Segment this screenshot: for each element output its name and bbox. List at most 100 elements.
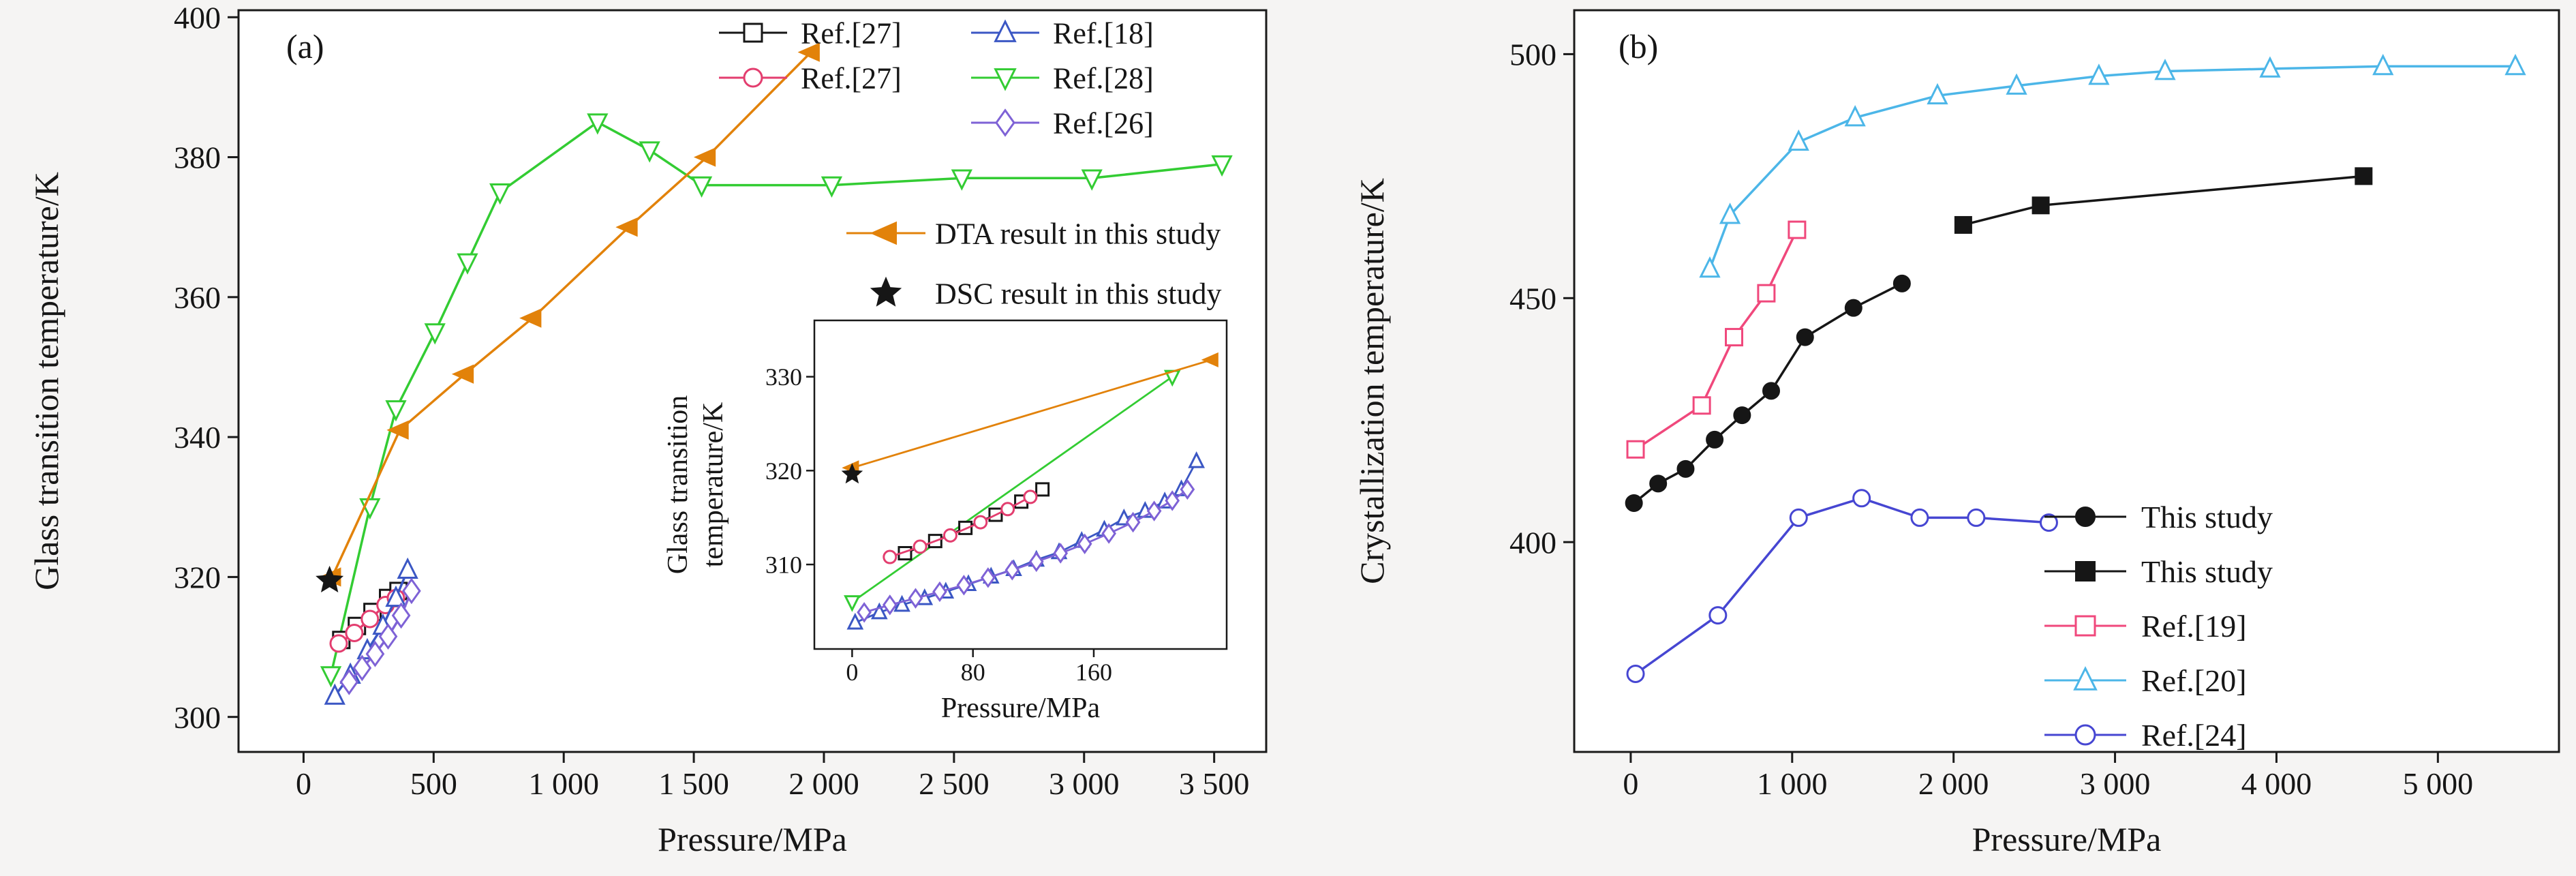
data-point <box>1626 440 1645 459</box>
data-point <box>1201 352 1218 367</box>
y-tick-label: 320 <box>765 457 802 485</box>
data-point <box>1733 406 1751 425</box>
data-point <box>316 565 344 593</box>
legend-item-this-study: This study <box>2044 554 2273 589</box>
data-point <box>821 176 843 198</box>
data-point <box>339 668 359 695</box>
x-tick-label: 160 <box>1075 659 1112 686</box>
y-tick-label: 500 <box>1509 37 1557 72</box>
x-axis-title: Pressure/MPa <box>658 820 847 858</box>
data-point <box>320 666 342 688</box>
data-point <box>489 183 511 205</box>
legend-label: Ref.[19] <box>2141 609 2247 644</box>
data-point <box>385 400 407 422</box>
data-point <box>587 113 609 135</box>
legend-marker <box>870 221 897 245</box>
data-point <box>1101 523 1116 544</box>
y-tick-label: 340 <box>174 420 221 455</box>
series-ref-24 <box>1626 489 2058 683</box>
legend-marker <box>994 19 1017 42</box>
y-tick-label: 450 <box>1509 281 1557 316</box>
series-ref-26 <box>339 577 421 695</box>
data-point <box>1967 508 1986 527</box>
legend-item-ref-27: Ref.[27] <box>719 61 902 95</box>
data-point <box>2088 63 2110 85</box>
data-point <box>402 577 421 605</box>
data-point <box>1005 560 1020 581</box>
data-point <box>1626 664 1645 683</box>
x-tick-label: 2 000 <box>788 766 859 801</box>
legend-item-ref-26: Ref.[26] <box>971 106 1154 140</box>
data-point <box>1188 451 1206 468</box>
legend-marker <box>743 22 763 43</box>
x-tick-label: 3 000 <box>1049 766 1120 801</box>
data-point <box>1762 382 1780 400</box>
data-point <box>1954 215 1972 234</box>
data-point <box>1077 533 1092 554</box>
data-point <box>1211 155 1233 177</box>
legend-label: Ref.[27] <box>801 16 902 50</box>
legend-item-ref-24: Ref.[24] <box>2044 718 2247 753</box>
x-tick-label: 0 <box>296 766 311 801</box>
legend-marker <box>2075 561 2096 582</box>
data-point <box>1892 274 1911 292</box>
data-point <box>345 624 364 643</box>
legend-marker <box>870 276 902 307</box>
data-point <box>352 654 372 682</box>
legend-label: Ref.[20] <box>2141 663 2247 698</box>
series-dsc-result-in-this-study <box>316 565 344 593</box>
series-line <box>851 359 1212 469</box>
data-point <box>1796 328 1814 346</box>
data-point <box>615 217 638 237</box>
data-point <box>1000 502 1015 517</box>
legend-item-this-study: This study <box>2044 500 2273 534</box>
data-point <box>973 515 988 530</box>
y-tick-label: 380 <box>174 140 221 175</box>
data-point <box>329 634 348 653</box>
data-point <box>519 308 542 328</box>
data-point <box>1844 105 1866 127</box>
data-point <box>1844 299 1862 317</box>
panel-label-a: (a) <box>286 27 324 65</box>
data-point <box>397 557 418 579</box>
data-point <box>1649 474 1668 493</box>
legend-label: Ref.[26] <box>1053 106 1154 140</box>
data-point <box>1708 606 1728 625</box>
data-point <box>846 612 864 630</box>
legend-label: Ref.[28] <box>1053 61 1154 95</box>
x-axis-title: Pressure/MPa <box>1972 820 2162 858</box>
data-point <box>324 683 346 705</box>
data-point <box>908 588 923 609</box>
data-point <box>1788 129 1809 151</box>
data-point <box>1053 543 1069 564</box>
y-tick-label: 400 <box>1509 525 1557 560</box>
y-tick-label: 330 <box>765 363 802 391</box>
legend-marker <box>2074 615 2096 637</box>
y-tick-label: 400 <box>174 0 221 35</box>
x-tick-label: 5 000 <box>2403 766 2474 801</box>
data-point <box>1028 551 1044 573</box>
data-point <box>883 549 898 564</box>
panel-label-b: (b) <box>1619 27 1658 65</box>
x-tick-label: 0 <box>1623 766 1638 801</box>
data-point <box>1081 169 1103 191</box>
y-tick-label: 300 <box>174 700 221 735</box>
data-point <box>951 169 972 191</box>
data-point <box>2154 59 2176 80</box>
data-point <box>2006 73 2027 95</box>
plot-area <box>1573 9 2560 753</box>
series-ref-19 <box>1626 220 1807 459</box>
panel-b-chart: 0 1 000 2 000 3 000 4 000 5 000 400 450 500 Press… <box>1353 9 2560 858</box>
y-tick-label: 360 <box>174 280 221 315</box>
data-point <box>893 594 910 612</box>
legend-label: This study <box>2141 554 2273 589</box>
y-axis-title-line: temperature/K <box>698 402 729 568</box>
data-point <box>857 602 872 623</box>
data-point <box>2031 196 2050 215</box>
data-point <box>1035 482 1050 497</box>
x-tick-label: 2 000 <box>1918 766 1989 801</box>
legend-marker <box>2073 666 2098 691</box>
legend-marker <box>994 68 1017 91</box>
series-ref-28-inset <box>844 369 1181 612</box>
